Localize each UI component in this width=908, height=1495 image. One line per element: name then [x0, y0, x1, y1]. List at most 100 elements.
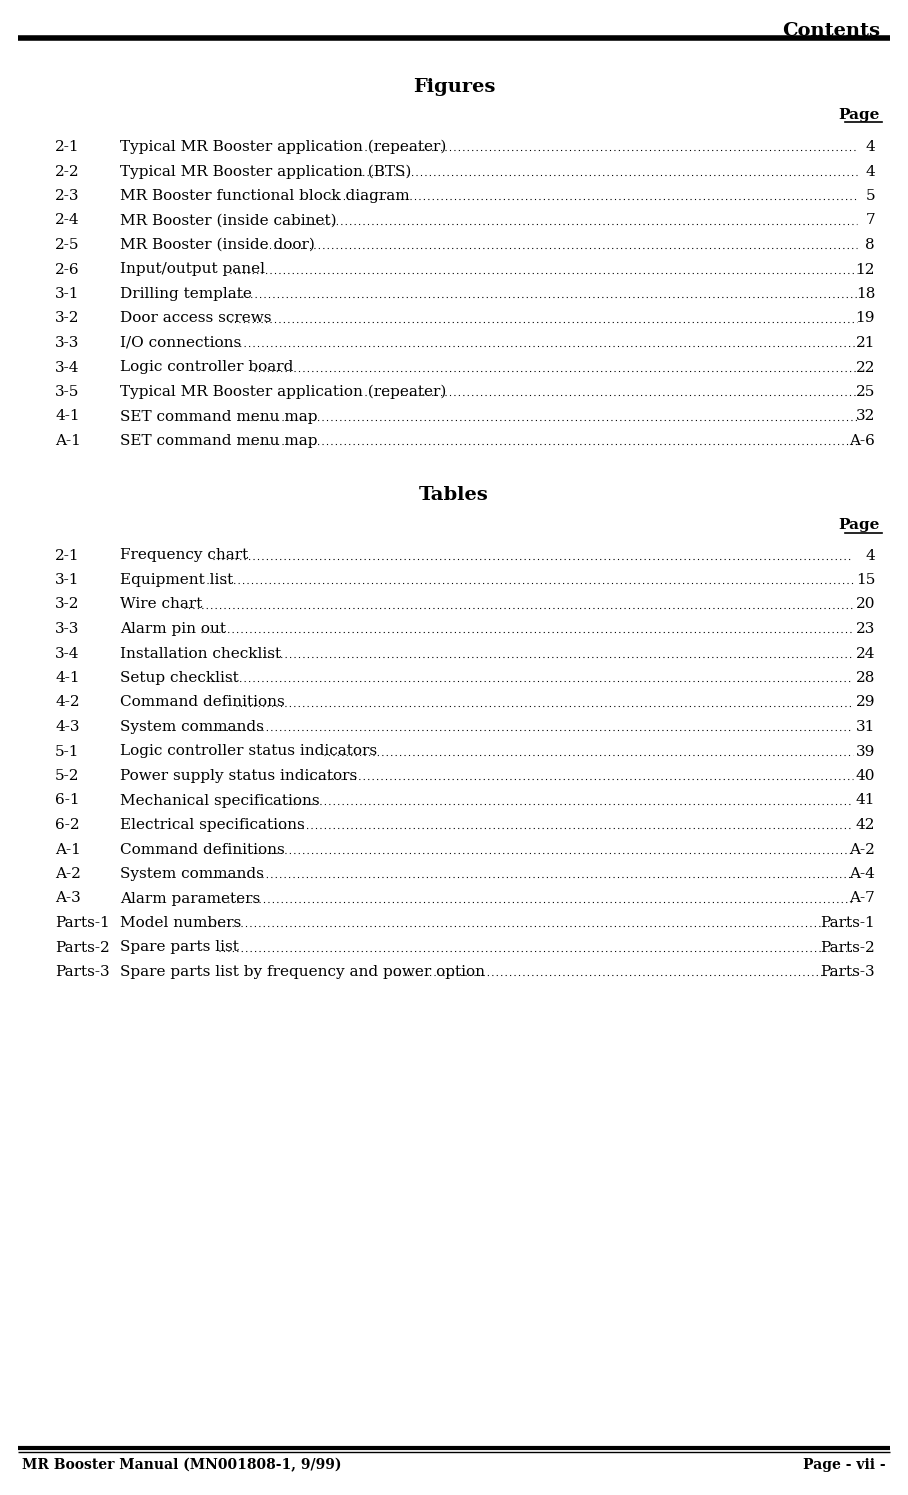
Text: 3-5: 3-5: [55, 386, 79, 399]
Text: Typical MR Booster application (BTS): Typical MR Booster application (BTS): [120, 164, 411, 179]
Text: A-6: A-6: [849, 434, 875, 448]
Text: 6-2: 6-2: [55, 818, 80, 833]
Text: 28: 28: [855, 671, 875, 685]
Text: Parts-2: Parts-2: [820, 940, 875, 954]
Text: 6-1: 6-1: [55, 794, 80, 807]
Text: 19: 19: [855, 311, 875, 326]
Text: MR Booster Manual (MN001808-1, 9/99): MR Booster Manual (MN001808-1, 9/99): [22, 1458, 341, 1473]
Text: Tables: Tables: [419, 486, 489, 504]
Text: Typical MR Booster application (repeater): Typical MR Booster application (repeater…: [120, 386, 447, 399]
Text: MR Booster (inside cabinet): MR Booster (inside cabinet): [120, 214, 337, 227]
Text: 4: 4: [865, 141, 875, 154]
Text: 2-1: 2-1: [55, 141, 80, 154]
Text: 23: 23: [855, 622, 875, 635]
Text: 2-2: 2-2: [55, 164, 80, 178]
Text: 5: 5: [865, 188, 875, 203]
Text: 7: 7: [865, 214, 875, 227]
Text: 5-1: 5-1: [55, 745, 80, 758]
Text: 2-1: 2-1: [55, 549, 80, 562]
Text: Page: Page: [839, 108, 880, 123]
Text: A-7: A-7: [849, 891, 875, 906]
Text: 3-4: 3-4: [55, 360, 80, 375]
Text: MR Booster (inside door): MR Booster (inside door): [120, 238, 315, 253]
Text: Logic controller status indicators: Logic controller status indicators: [120, 745, 377, 758]
Text: Contents: Contents: [782, 22, 880, 40]
Text: 15: 15: [855, 573, 875, 588]
Text: Drilling template: Drilling template: [120, 287, 252, 300]
Text: 3-4: 3-4: [55, 646, 80, 661]
Text: 8: 8: [865, 238, 875, 253]
Text: 39: 39: [855, 745, 875, 758]
Text: 40: 40: [855, 768, 875, 783]
Text: 29: 29: [855, 695, 875, 710]
Text: Command definitions: Command definitions: [120, 843, 285, 857]
Text: Door access screws: Door access screws: [120, 311, 271, 326]
Text: A-1: A-1: [55, 434, 81, 448]
Text: Equipment list: Equipment list: [120, 573, 233, 588]
Text: 4: 4: [865, 164, 875, 178]
Text: Alarm parameters: Alarm parameters: [120, 891, 261, 906]
Text: 22: 22: [855, 360, 875, 375]
Text: Spare parts list: Spare parts list: [120, 940, 239, 954]
Text: 41: 41: [855, 794, 875, 807]
Text: Parts-3: Parts-3: [820, 964, 875, 979]
Text: Command definitions: Command definitions: [120, 695, 285, 710]
Text: 12: 12: [855, 263, 875, 277]
Text: Parts-1: Parts-1: [820, 916, 875, 930]
Text: Alarm pin out: Alarm pin out: [120, 622, 226, 635]
Text: A-2: A-2: [849, 843, 875, 857]
Text: Parts-1: Parts-1: [55, 916, 110, 930]
Text: 42: 42: [855, 818, 875, 833]
Text: 3-1: 3-1: [55, 287, 80, 300]
Text: A-4: A-4: [849, 867, 875, 881]
Text: 3-3: 3-3: [55, 622, 79, 635]
Text: A-3: A-3: [55, 891, 81, 906]
Text: A-1: A-1: [55, 843, 81, 857]
Text: Wire chart: Wire chart: [120, 598, 202, 611]
Text: SET command menu map: SET command menu map: [120, 410, 318, 423]
Text: System commands: System commands: [120, 721, 264, 734]
Text: System commands: System commands: [120, 867, 264, 881]
Text: 24: 24: [855, 646, 875, 661]
Text: 4-1: 4-1: [55, 410, 80, 423]
Text: Frequency chart: Frequency chart: [120, 549, 248, 562]
Text: 3-3: 3-3: [55, 336, 79, 350]
Text: Electrical specifications: Electrical specifications: [120, 818, 305, 833]
Text: Typical MR Booster application (repeater): Typical MR Booster application (repeater…: [120, 141, 447, 154]
Text: 21: 21: [855, 336, 875, 350]
Text: SET command menu map: SET command menu map: [120, 434, 318, 448]
Text: Page - vii -: Page - vii -: [804, 1458, 886, 1473]
Text: 18: 18: [855, 287, 875, 300]
Text: Parts-2: Parts-2: [55, 940, 110, 954]
Text: 32: 32: [855, 410, 875, 423]
Text: MR Booster functional block diagram: MR Booster functional block diagram: [120, 188, 410, 203]
Text: Figures: Figures: [413, 78, 495, 96]
Text: 2-5: 2-5: [55, 238, 80, 253]
Text: Installation checklist: Installation checklist: [120, 646, 281, 661]
Text: Page: Page: [839, 519, 880, 532]
Text: 5-2: 5-2: [55, 768, 80, 783]
Text: Input/output panel: Input/output panel: [120, 263, 265, 277]
Text: 25: 25: [855, 386, 875, 399]
Text: 4-2: 4-2: [55, 695, 80, 710]
Text: Setup checklist: Setup checklist: [120, 671, 239, 685]
Text: 31: 31: [855, 721, 875, 734]
Text: Mechanical specifications: Mechanical specifications: [120, 794, 320, 807]
Text: 3-2: 3-2: [55, 598, 80, 611]
Text: Logic controller board: Logic controller board: [120, 360, 293, 375]
Text: 20: 20: [855, 598, 875, 611]
Text: Power supply status indicators: Power supply status indicators: [120, 768, 357, 783]
Text: Spare parts list by frequency and power option: Spare parts list by frequency and power …: [120, 964, 485, 979]
Text: 4: 4: [865, 549, 875, 562]
Text: Model numbers: Model numbers: [120, 916, 242, 930]
Text: 3-1: 3-1: [55, 573, 80, 588]
Text: 3-2: 3-2: [55, 311, 80, 326]
Text: Parts-3: Parts-3: [55, 964, 110, 979]
Text: 4-1: 4-1: [55, 671, 80, 685]
Text: I/O connections: I/O connections: [120, 336, 242, 350]
Text: 2-6: 2-6: [55, 263, 80, 277]
Text: 2-4: 2-4: [55, 214, 80, 227]
Text: 4-3: 4-3: [55, 721, 80, 734]
Text: A-2: A-2: [55, 867, 81, 881]
Text: 2-3: 2-3: [55, 188, 80, 203]
